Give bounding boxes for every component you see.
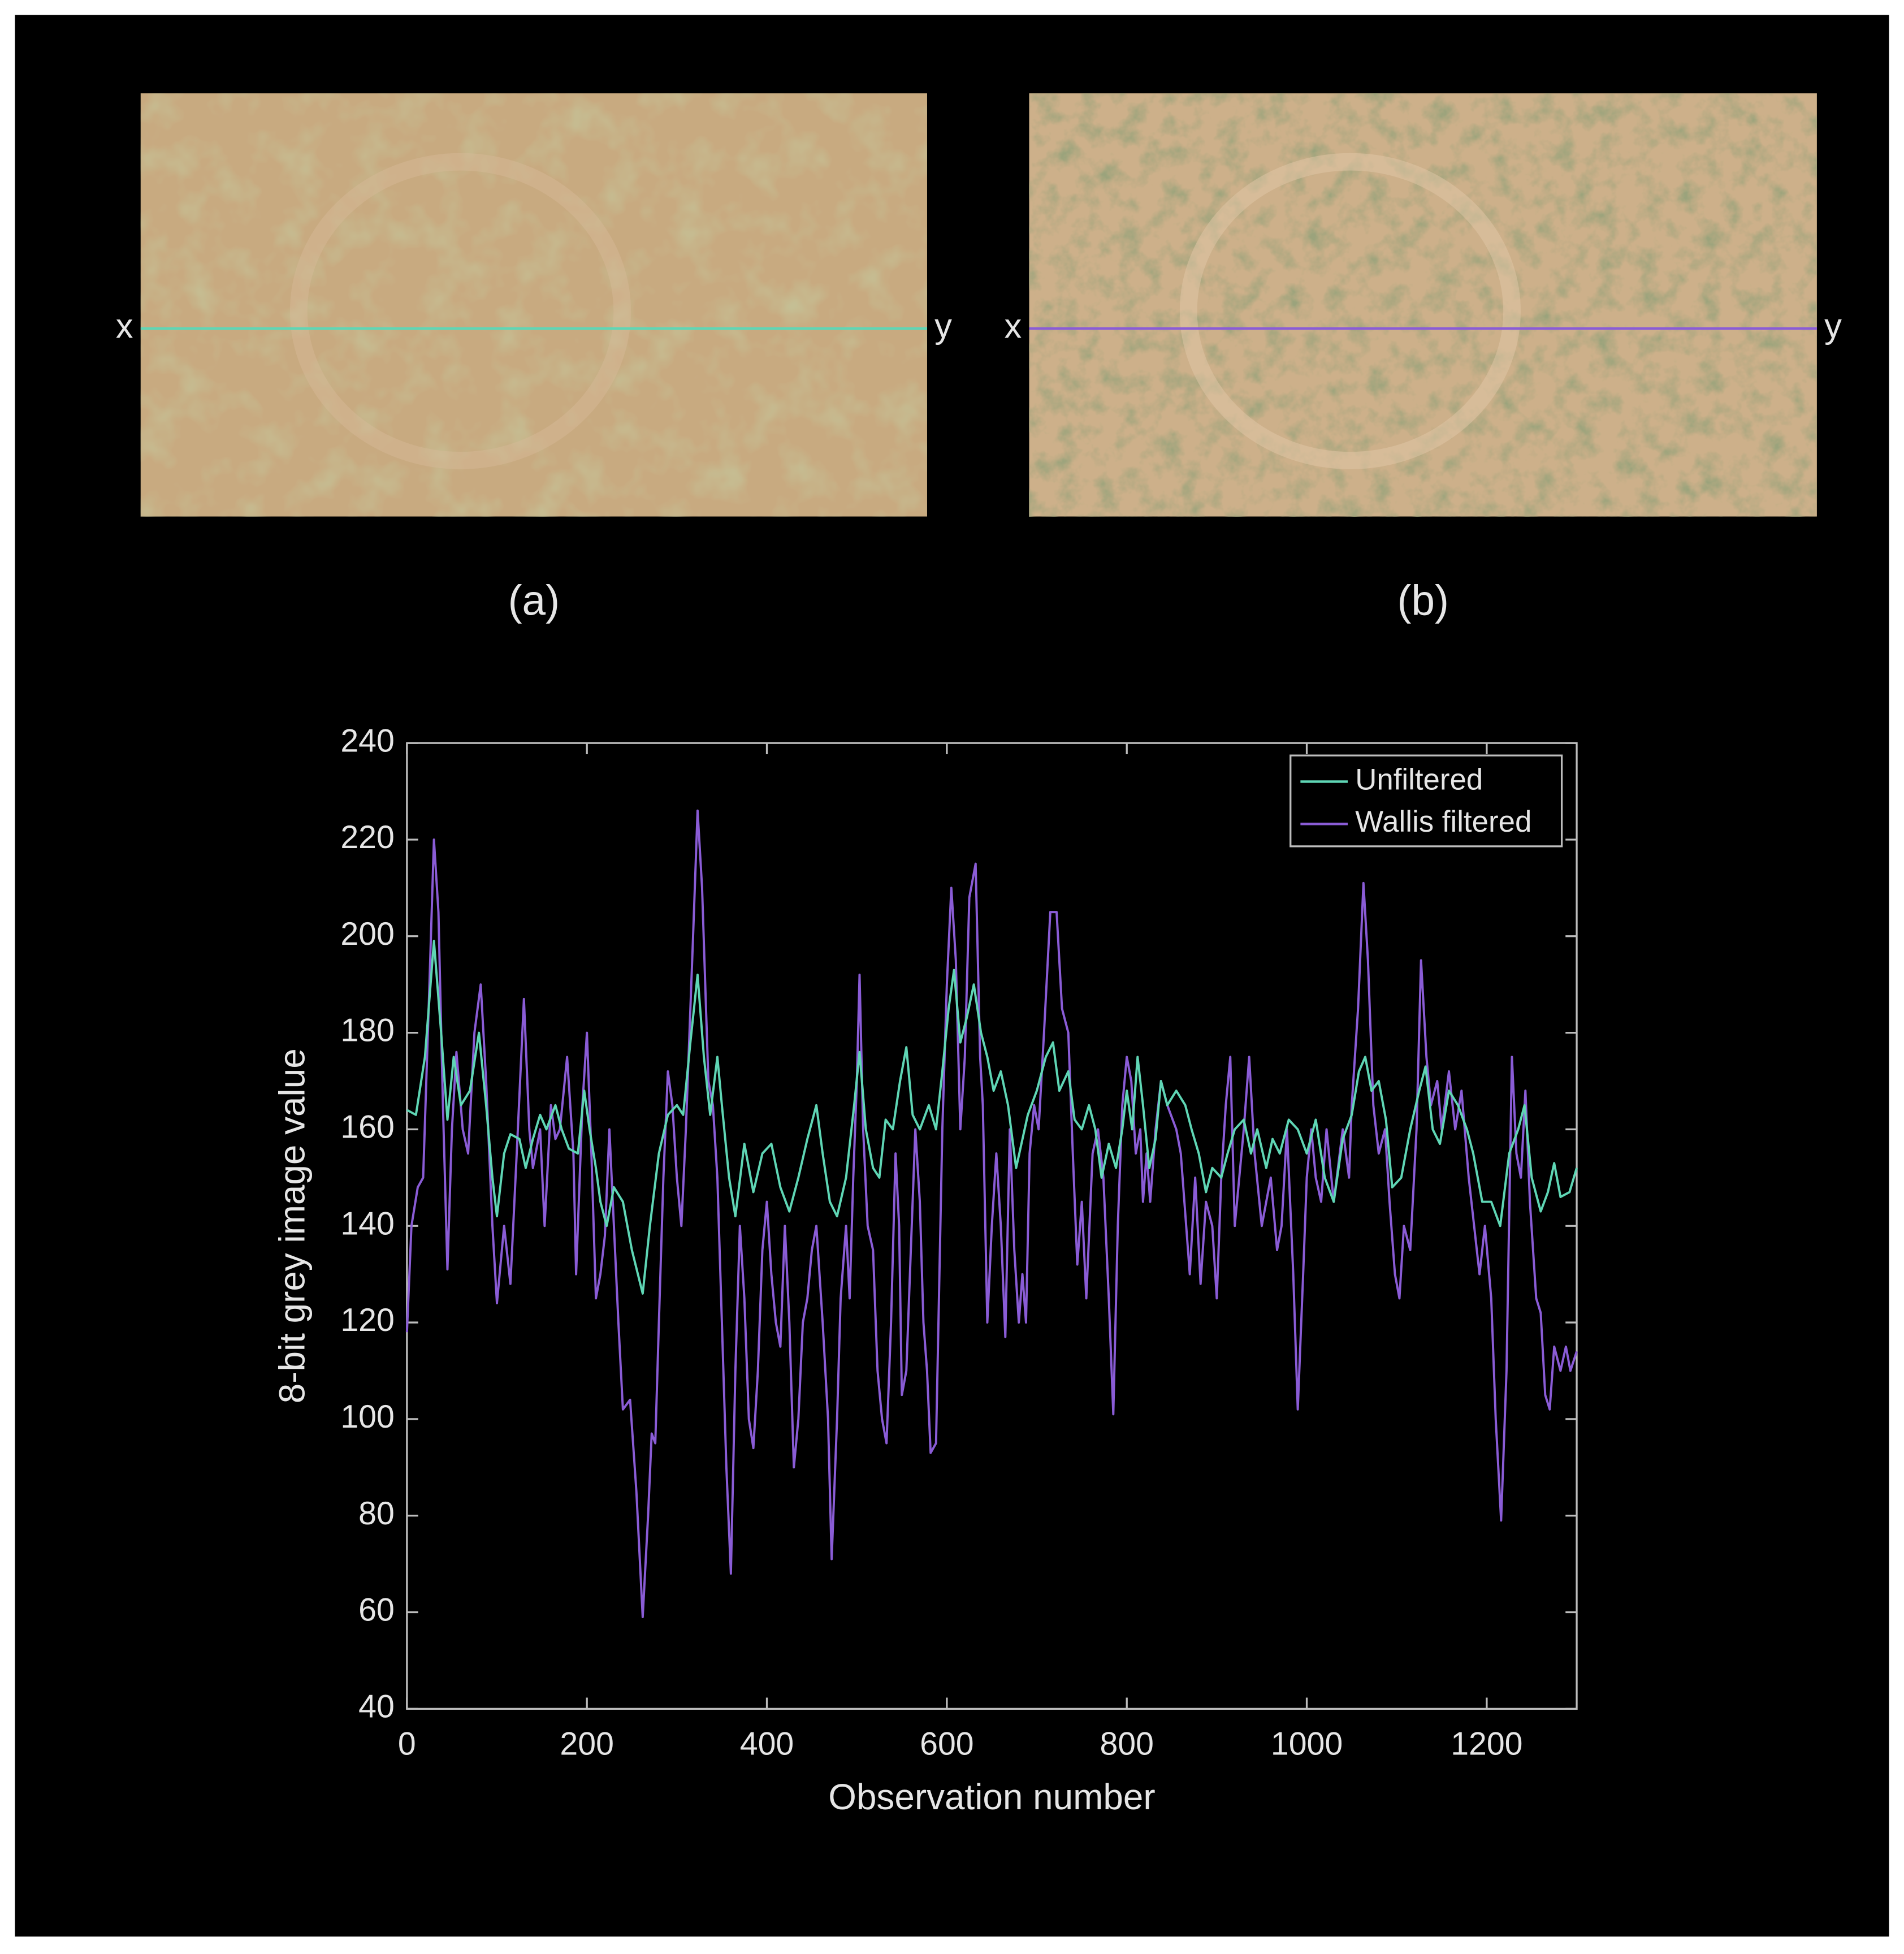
photo-unfiltered bbox=[140, 93, 927, 517]
x-tick-label: 400 bbox=[740, 1726, 794, 1762]
x-tick-label: 600 bbox=[920, 1726, 973, 1762]
y-tick-label: 100 bbox=[340, 1399, 394, 1435]
y-tick-label: 80 bbox=[358, 1495, 395, 1532]
legend-label: Wallis filtered bbox=[1355, 805, 1531, 838]
y-tick-label: 40 bbox=[358, 1688, 395, 1724]
crop-mark bbox=[289, 153, 631, 469]
legend-box bbox=[1289, 754, 1563, 848]
series-line bbox=[406, 940, 1578, 1295]
crop-mark bbox=[1179, 153, 1521, 469]
x-tick-label: 200 bbox=[560, 1726, 613, 1762]
panels: x y (a) x y (b) bbox=[116, 306, 1842, 624]
y-tick-label: 140 bbox=[340, 1205, 394, 1242]
y-tick-label: 220 bbox=[340, 819, 394, 855]
y-tick-label: 240 bbox=[340, 723, 394, 759]
panel-label: (a) bbox=[508, 576, 560, 624]
x-tick-label: 1200 bbox=[1451, 1726, 1522, 1762]
profile-start: x bbox=[116, 306, 133, 345]
y-tick-label: 60 bbox=[358, 1592, 395, 1628]
profile-start: x bbox=[1004, 306, 1022, 345]
y-tick-label: 120 bbox=[340, 1302, 394, 1338]
profile-end: y bbox=[1824, 306, 1842, 345]
profile-end: y bbox=[934, 306, 952, 345]
y-axis-label: 8-bit grey image value bbox=[272, 1048, 313, 1403]
panel-label: (b) bbox=[1397, 576, 1448, 624]
chart: 40 60 80 100 120 140 160 180 200 220 240 0 200 400 600… bbox=[272, 723, 1578, 1817]
y-tick-label: 200 bbox=[340, 916, 394, 952]
x-tick-label: 0 bbox=[398, 1726, 416, 1762]
series-line bbox=[405, 809, 1578, 1619]
x-tick-label: 800 bbox=[1100, 1726, 1153, 1762]
legend-label: Unfiltered bbox=[1355, 763, 1483, 796]
y-tick-label: 160 bbox=[340, 1109, 394, 1145]
x-tick-label: 1000 bbox=[1271, 1726, 1343, 1762]
y-tick-label: 180 bbox=[340, 1013, 394, 1049]
x-axis-label: Observation number bbox=[828, 1776, 1155, 1817]
